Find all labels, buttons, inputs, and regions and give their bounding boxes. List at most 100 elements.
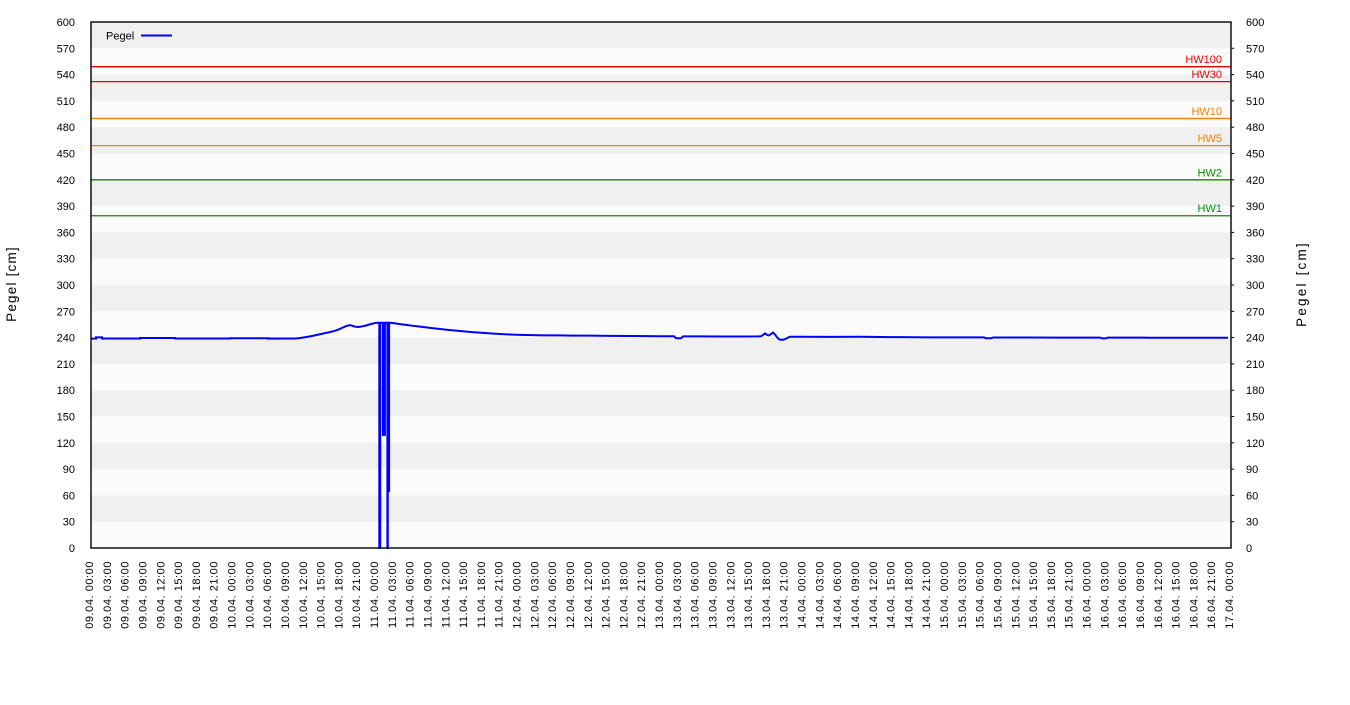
svg-text:13.04. 18:00: 13.04. 18:00	[761, 561, 773, 629]
svg-text:16.04. 12:00: 16.04. 12:00	[1153, 561, 1165, 629]
svg-text:120: 120	[57, 438, 75, 450]
svg-text:570: 570	[57, 43, 75, 55]
svg-text:60: 60	[63, 490, 75, 502]
svg-text:14.04. 03:00: 14.04. 03:00	[814, 561, 826, 629]
svg-text:12.04. 18:00: 12.04. 18:00	[618, 561, 630, 629]
svg-text:15.04. 15:00: 15.04. 15:00	[1028, 561, 1040, 629]
svg-text:HW1: HW1	[1198, 203, 1222, 215]
svg-text:15.04. 18:00: 15.04. 18:00	[1046, 561, 1058, 629]
svg-text:150: 150	[57, 412, 75, 424]
svg-text:Pegel: Pegel	[106, 31, 134, 43]
svg-text:15.04. 12:00: 15.04. 12:00	[1010, 561, 1022, 629]
svg-text:540: 540	[1246, 70, 1264, 82]
svg-text:390: 390	[1246, 201, 1264, 213]
svg-text:11.04. 09:00: 11.04. 09:00	[422, 561, 434, 628]
svg-text:10.04. 09:00: 10.04. 09:00	[280, 561, 292, 629]
svg-text:540: 540	[57, 70, 75, 82]
svg-text:210: 210	[1246, 359, 1264, 371]
svg-text:11.04. 21:00: 11.04. 21:00	[494, 561, 506, 628]
svg-text:360: 360	[57, 227, 75, 239]
svg-text:16.04. 03:00: 16.04. 03:00	[1099, 561, 1111, 629]
svg-text:16.04. 06:00: 16.04. 06:00	[1117, 561, 1129, 629]
svg-text:10.04. 03:00: 10.04. 03:00	[244, 561, 256, 629]
svg-text:510: 510	[57, 96, 75, 108]
svg-text:240: 240	[1246, 333, 1264, 345]
svg-text:14.04. 15:00: 14.04. 15:00	[886, 561, 898, 629]
svg-text:120: 120	[1246, 438, 1264, 450]
svg-text:13.04. 12:00: 13.04. 12:00	[725, 561, 737, 629]
svg-text:30: 30	[63, 517, 75, 529]
svg-text:330: 330	[57, 254, 75, 266]
svg-text:510: 510	[1246, 96, 1264, 108]
svg-text:HW2: HW2	[1198, 167, 1222, 179]
svg-text:16.04. 21:00: 16.04. 21:00	[1206, 561, 1218, 629]
svg-text:570: 570	[1246, 43, 1264, 55]
svg-text:11.04. 12:00: 11.04. 12:00	[440, 561, 452, 628]
svg-text:09.04. 06:00: 09.04. 06:00	[120, 561, 132, 629]
svg-text:12.04. 21:00: 12.04. 21:00	[636, 561, 648, 629]
svg-text:480: 480	[1246, 122, 1264, 134]
svg-text:09.04. 09:00: 09.04. 09:00	[137, 561, 149, 629]
svg-text:09.04. 03:00: 09.04. 03:00	[102, 561, 114, 629]
svg-text:180: 180	[57, 385, 75, 397]
svg-text:390: 390	[57, 201, 75, 213]
svg-text:16.04. 15:00: 16.04. 15:00	[1171, 561, 1183, 629]
svg-text:600: 600	[1246, 17, 1264, 29]
svg-text:450: 450	[1246, 149, 1264, 161]
svg-text:14.04. 18:00: 14.04. 18:00	[903, 561, 915, 629]
svg-text:420: 420	[1246, 175, 1264, 187]
svg-text:10.04. 18:00: 10.04. 18:00	[333, 561, 345, 629]
svg-text:16.04. 18:00: 16.04. 18:00	[1188, 561, 1200, 629]
svg-text:0: 0	[69, 543, 75, 555]
svg-text:330: 330	[1246, 254, 1264, 266]
svg-text:30: 30	[1246, 517, 1258, 529]
svg-text:10.04. 15:00: 10.04. 15:00	[316, 561, 328, 629]
svg-text:14.04. 09:00: 14.04. 09:00	[850, 561, 862, 629]
svg-text:480: 480	[57, 122, 75, 134]
svg-text:90: 90	[63, 464, 75, 476]
svg-text:09.04. 00:00: 09.04. 00:00	[84, 561, 96, 629]
svg-text:09.04. 15:00: 09.04. 15:00	[173, 561, 185, 629]
svg-text:HW30: HW30	[1191, 69, 1222, 81]
svg-text:13.04. 00:00: 13.04. 00:00	[654, 561, 666, 629]
svg-text:12.04. 15:00: 12.04. 15:00	[601, 561, 613, 629]
svg-text:13.04. 15:00: 13.04. 15:00	[743, 561, 755, 629]
svg-text:09.04. 21:00: 09.04. 21:00	[209, 561, 221, 629]
svg-text:12.04. 12:00: 12.04. 12:00	[583, 561, 595, 629]
svg-text:270: 270	[1246, 306, 1264, 318]
svg-text:09.04. 18:00: 09.04. 18:00	[191, 561, 203, 629]
svg-text:12.04. 06:00: 12.04. 06:00	[547, 561, 559, 629]
svg-text:16.04. 09:00: 16.04. 09:00	[1135, 561, 1147, 629]
svg-text:300: 300	[57, 280, 75, 292]
svg-text:Pegel [cm]: Pegel [cm]	[1294, 241, 1309, 327]
svg-text:14.04. 21:00: 14.04. 21:00	[921, 561, 933, 629]
svg-text:11.04. 18:00: 11.04. 18:00	[476, 561, 488, 628]
svg-text:420: 420	[57, 175, 75, 187]
svg-text:60: 60	[1246, 490, 1258, 502]
svg-text:360: 360	[1246, 227, 1264, 239]
svg-text:180: 180	[1246, 385, 1264, 397]
svg-text:13.04. 03:00: 13.04. 03:00	[672, 561, 684, 629]
svg-text:HW5: HW5	[1198, 133, 1222, 145]
svg-text:11.04. 15:00: 11.04. 15:00	[458, 561, 470, 628]
svg-text:15.04. 09:00: 15.04. 09:00	[992, 561, 1004, 629]
svg-text:15.04. 00:00: 15.04. 00:00	[939, 561, 951, 629]
svg-text:0: 0	[1246, 543, 1252, 555]
svg-text:14.04. 06:00: 14.04. 06:00	[832, 561, 844, 629]
svg-text:HW100: HW100	[1185, 54, 1222, 66]
svg-text:09.04. 12:00: 09.04. 12:00	[155, 561, 167, 629]
svg-text:240: 240	[57, 333, 75, 345]
svg-text:14.04. 00:00: 14.04. 00:00	[797, 561, 809, 629]
svg-text:12.04. 03:00: 12.04. 03:00	[529, 561, 541, 629]
svg-text:15.04. 06:00: 15.04. 06:00	[975, 561, 987, 629]
svg-text:12.04. 09:00: 12.04. 09:00	[565, 561, 577, 629]
svg-text:13.04. 09:00: 13.04. 09:00	[707, 561, 719, 629]
svg-text:150: 150	[1246, 412, 1264, 424]
svg-text:16.04. 00:00: 16.04. 00:00	[1082, 561, 1094, 629]
svg-text:12.04. 00:00: 12.04. 00:00	[512, 561, 524, 629]
svg-text:13.04. 06:00: 13.04. 06:00	[690, 561, 702, 629]
svg-text:11.04. 00:00: 11.04. 00:00	[369, 561, 381, 628]
svg-text:450: 450	[57, 149, 75, 161]
svg-text:210: 210	[57, 359, 75, 371]
svg-text:11.04. 06:00: 11.04. 06:00	[405, 561, 417, 628]
